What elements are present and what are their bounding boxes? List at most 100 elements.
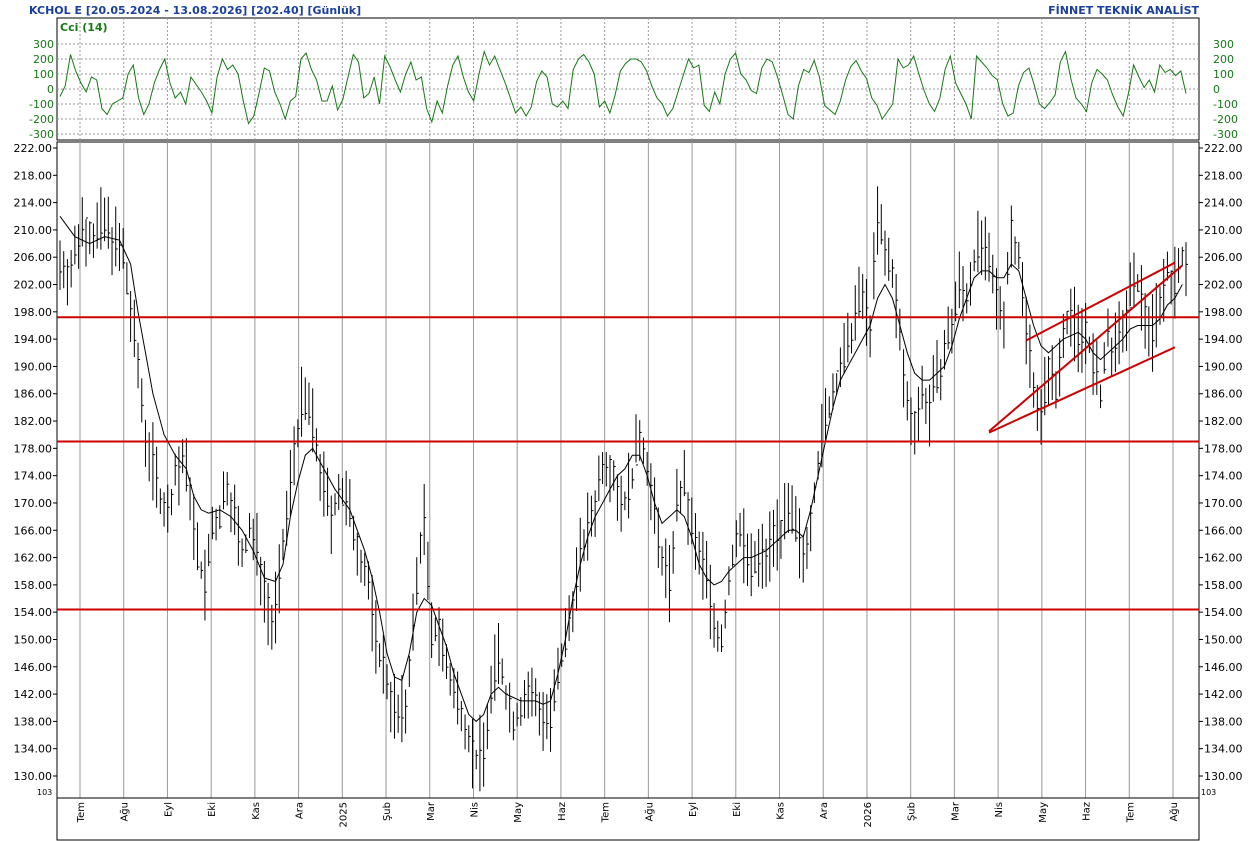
price-tick-label-right: 206.00 [1204, 251, 1243, 264]
price-plot-frame [56, 141, 1200, 799]
price-tick-label-right: 150.00 [1204, 633, 1243, 646]
price-tick-label-right: 146.00 [1204, 661, 1243, 674]
price-tick-label-right: 174.00 [1204, 470, 1243, 483]
cci-tick-label-left: 200 [33, 53, 54, 66]
x-axis-frame [56, 797, 1200, 841]
price-tick-label-left: 142.00 [14, 688, 53, 701]
cci-ticks-right: 300 200 100 0 -100 -200 -300 [1213, 38, 1238, 141]
price-tick-label-left: 218.00 [14, 169, 53, 182]
price-tick-label-left: 170.00 [14, 497, 53, 510]
x-axis-label: 2026 [863, 802, 874, 827]
x-axis-label: Eyl [688, 802, 699, 817]
price-tick-label-left: 206.00 [14, 251, 53, 264]
indicator-label: Cci (14) [60, 21, 108, 34]
cci-tick-label-left: -200 [29, 113, 54, 126]
price-tick-label-right: 202.00 [1204, 279, 1243, 292]
x-axis-label: Ara [819, 802, 830, 819]
price-tick-label-left: 202.00 [14, 279, 53, 292]
price-tick-label-left: 162.00 [14, 552, 53, 565]
symbol-info: KCHOL E [20.05.2024 - 13.08.2026] [202.4… [29, 4, 361, 17]
trend-channel-line [988, 264, 1183, 433]
x-axis-label: Eki [732, 802, 743, 817]
cci-plot-frame [56, 17, 1200, 141]
x-axis-label: May [1038, 802, 1049, 823]
price-tick-label-right: 130.00 [1204, 770, 1243, 783]
x-axis-label: 2025 [338, 802, 349, 827]
price-tick-label-right: 186.00 [1204, 388, 1243, 401]
x-axis-label: Tem [601, 802, 612, 823]
x-axis-label: Tem [1125, 802, 1136, 823]
unit-label-right: 103 [1201, 788, 1216, 797]
price-tick-label-left: 182.00 [14, 415, 53, 428]
cci-series-line [59, 49, 1187, 125]
x-axis-labels: Tem Ağu Eyl Eki Kas Ara 2025 Şub Mar Nis May Haz Tem… [76, 801, 1180, 827]
x-axis-label: Tem [76, 802, 87, 823]
price-tick-label-left: 134.00 [14, 743, 53, 756]
x-axis-label: Nis [994, 802, 1005, 817]
price-tick-label-left: 166.00 [14, 524, 53, 537]
price-tick-label-left: 130.00 [14, 770, 53, 783]
x-axis-label: Kas [776, 802, 787, 820]
price-tick-label-right: 222.00 [1204, 142, 1243, 155]
cci-tick-label-left: 0 [47, 83, 54, 96]
trend-channel-lines [988, 261, 1183, 434]
price-tick-label-left: 214.00 [14, 197, 53, 210]
cci-tick-label-left: -100 [29, 98, 54, 111]
x-axis-label: Eki [207, 802, 218, 817]
price-tick-label-left: 146.00 [14, 661, 53, 674]
price-ticks-left: 222.00 218.00 214.00 210.00 206.00 202.00 198.… [14, 142, 57, 783]
price-tick-label-left: 178.00 [14, 442, 53, 455]
price-tick-label-left: 138.00 [14, 715, 53, 728]
price-ticks-right: 222.00 218.00 214.00 210.00 206.00 202.00 198.… [1199, 142, 1243, 783]
x-axis-label: Mar [426, 801, 437, 821]
price-tick-label-left: 190.00 [14, 360, 53, 373]
price-tick-label-right: 166.00 [1204, 524, 1243, 537]
x-axis-label: Ara [295, 802, 306, 819]
cci-tick-label-left: 100 [33, 68, 54, 81]
cci-tick-label-left: 300 [33, 38, 54, 51]
brand-label: FİNNET TEKNİK ANALİST [1048, 3, 1199, 17]
price-tick-label-right: 134.00 [1204, 743, 1243, 756]
x-axis-label: Eyl [163, 802, 174, 817]
price-tick-label-right: 194.00 [1204, 333, 1243, 346]
price-tick-label-right: 154.00 [1204, 606, 1243, 619]
price-tick-label-right: 198.00 [1204, 306, 1243, 319]
x-axis-label: Ağu [643, 802, 655, 822]
cci-tick-label-right: 300 [1213, 38, 1234, 51]
cci-tick-label-left: -300 [29, 128, 54, 141]
price-tick-label-left: 222.00 [14, 142, 53, 155]
price-tick-label-left: 198.00 [14, 306, 53, 319]
x-axis-label: Nis [469, 802, 480, 817]
support-resistance-lines [57, 316, 1199, 611]
cci-tick-label-right: -200 [1213, 113, 1238, 126]
price-tick-label-right: 182.00 [1204, 415, 1243, 428]
price-tick-label-right: 190.00 [1204, 360, 1243, 373]
trend-channel-line [988, 346, 1176, 434]
price-tick-label-right: 170.00 [1204, 497, 1243, 510]
cci-grid [57, 18, 1199, 140]
price-tick-label-right: 162.00 [1204, 552, 1243, 565]
price-tick-label-right: 158.00 [1204, 579, 1243, 592]
cci-tick-label-right: -100 [1213, 98, 1238, 111]
price-tick-label-left: 194.00 [14, 333, 53, 346]
price-tick-label-right: 138.00 [1204, 715, 1243, 728]
moving-average-line [59, 216, 1183, 723]
x-axis: Tem Ağu Eyl Eki Kas Ara 2025 Şub Mar Nis May Haz Tem… [56, 797, 1200, 841]
price-tick-label-left: 174.00 [14, 470, 53, 483]
x-axis-label: Şub [907, 802, 918, 821]
cci-tick-label-right: 200 [1213, 53, 1234, 66]
price-tick-label-left: 210.00 [14, 224, 53, 237]
x-axis-label: Şub [382, 802, 393, 821]
price-tick-label-right: 142.00 [1204, 688, 1243, 701]
x-axis-label: Mar [950, 801, 961, 821]
price-tick-label-left: 150.00 [14, 633, 53, 646]
x-axis-label: Haz [557, 802, 568, 821]
price-tick-label-right: 178.00 [1204, 442, 1243, 455]
x-axis-label: Ağu [1168, 802, 1180, 822]
cci-tick-label-right: -300 [1213, 128, 1238, 141]
cci-tick-label-right: 0 [1213, 83, 1220, 96]
price-tick-label-left: 186.00 [14, 388, 53, 401]
cci-tick-label-right: 100 [1213, 68, 1234, 81]
x-axis-label: Ağu [119, 802, 131, 822]
price-panel: 222.00 218.00 214.00 210.00 206.00 202.00 198.… [14, 141, 1243, 799]
